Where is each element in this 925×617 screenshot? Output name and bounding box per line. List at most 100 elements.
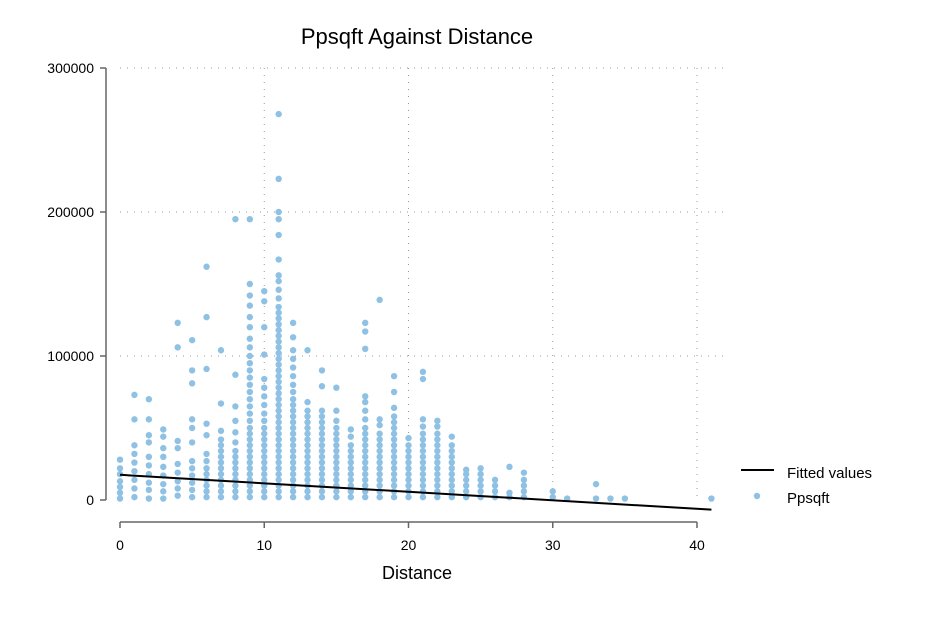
scatter-point xyxy=(347,493,354,501)
scatter-point xyxy=(275,442,282,449)
scatter-point xyxy=(362,447,369,455)
scatter-point xyxy=(145,462,153,469)
scatter-point xyxy=(376,296,383,304)
scatter-point xyxy=(174,469,181,476)
scatter-point xyxy=(203,365,210,373)
scatter-point xyxy=(463,488,470,495)
scatter-point xyxy=(376,436,383,443)
scatter-point xyxy=(188,457,196,465)
scatter-point xyxy=(333,453,340,460)
scatter-point xyxy=(434,470,441,478)
scatter-point xyxy=(390,482,398,489)
scatter-point xyxy=(188,367,196,374)
scatter-point xyxy=(434,465,441,472)
scatter-point xyxy=(261,488,268,495)
scatter-point xyxy=(160,463,167,471)
scatter-point xyxy=(131,450,138,458)
scatter-point xyxy=(333,384,340,391)
scatter-point xyxy=(477,476,484,484)
scatter-point xyxy=(289,419,297,426)
scatter-point xyxy=(217,493,225,501)
axes: 0 100000 200000 300000 0 10 20 30 40 xyxy=(47,60,705,553)
scatter-point xyxy=(116,478,124,485)
scatter-point xyxy=(289,364,297,371)
scatter-point xyxy=(145,486,153,494)
scatter-point xyxy=(232,371,239,378)
scatter-point xyxy=(304,419,311,426)
scatter-point xyxy=(362,416,369,423)
scatter-point xyxy=(217,400,225,407)
scatter-point xyxy=(333,488,340,495)
scatter-point xyxy=(434,482,441,489)
scatter-point xyxy=(289,319,297,327)
scatter-point xyxy=(362,393,369,400)
scatter-point xyxy=(246,302,254,309)
scatter-point xyxy=(203,432,210,439)
scatter-point xyxy=(275,424,282,432)
scatter-point xyxy=(145,396,153,403)
scatter-point xyxy=(174,444,181,452)
scatter-point xyxy=(275,413,282,420)
scatter-point xyxy=(419,476,427,484)
scatter-point xyxy=(275,361,282,368)
scatter-point xyxy=(419,375,427,383)
x-tick-label: 30 xyxy=(545,537,561,553)
scatter-point xyxy=(491,482,499,489)
scatter-point xyxy=(318,419,326,426)
scatter-point xyxy=(592,480,600,488)
scatter-point xyxy=(347,447,354,455)
scatter-point xyxy=(448,493,455,501)
scatter-point xyxy=(333,436,340,443)
scatter-point xyxy=(275,453,282,460)
scatter-point xyxy=(275,465,282,472)
scatter-point xyxy=(289,476,297,484)
scatter-point xyxy=(376,476,383,484)
scatter-point xyxy=(131,442,138,449)
scatter-point xyxy=(246,324,254,331)
scatter-point xyxy=(318,488,326,495)
scatter-point xyxy=(347,442,354,449)
scatter-point xyxy=(333,430,340,437)
scatter-point xyxy=(419,442,427,449)
scatter-point xyxy=(376,493,383,501)
scatter-point xyxy=(333,493,340,501)
scatter-point xyxy=(390,442,398,449)
scatter-point xyxy=(390,476,398,484)
scatter-point xyxy=(188,380,196,387)
scatter-point xyxy=(188,416,196,423)
scatter-point xyxy=(405,465,412,472)
scatter-point xyxy=(362,493,369,501)
legend-marker-dot xyxy=(753,492,761,500)
scatter-point xyxy=(390,413,398,420)
scatter-point xyxy=(261,470,268,478)
scatter-point xyxy=(434,442,441,449)
scatter-point xyxy=(246,430,254,437)
scatter-point xyxy=(419,459,427,466)
scatter-point xyxy=(333,459,340,466)
scatter-point xyxy=(246,482,254,489)
scatter-point xyxy=(188,486,196,494)
scatter-point xyxy=(405,447,412,455)
scatter-point xyxy=(463,482,470,489)
scatter-point xyxy=(390,388,398,396)
scatter-point xyxy=(448,488,455,495)
scatter-point xyxy=(232,493,239,501)
scatter-point xyxy=(174,344,181,351)
scatter-point xyxy=(246,352,254,360)
scatter-point xyxy=(261,442,268,449)
scatter-point xyxy=(261,453,268,460)
scatter-point xyxy=(232,447,239,455)
scatter-point xyxy=(289,465,297,472)
scatter-point xyxy=(275,372,282,380)
scatter-point xyxy=(232,429,239,436)
scatter-point xyxy=(448,465,455,472)
x-tick-label: 0 xyxy=(116,537,124,553)
scatter-point xyxy=(246,374,254,381)
scatter-point xyxy=(261,493,268,501)
scatter-point xyxy=(318,465,326,472)
scatter-point xyxy=(362,424,369,432)
scatter-point xyxy=(261,288,268,295)
scatter-point xyxy=(463,476,470,484)
scatter-point xyxy=(289,396,297,403)
scatter-point xyxy=(304,470,311,478)
